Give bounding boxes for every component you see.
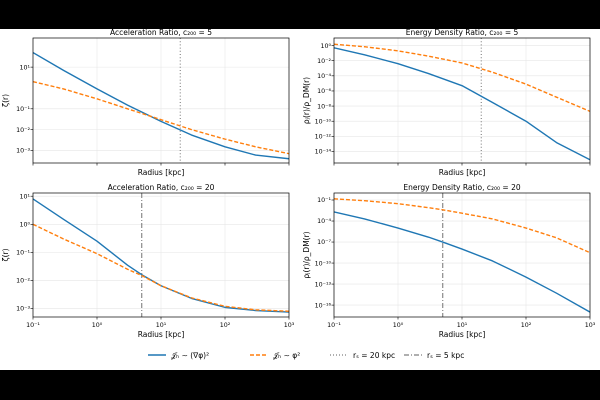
y-tick-label: 10¹ (19, 193, 30, 200)
y-tick-label: 10⁻¹ (16, 106, 30, 113)
legend: 𝒥ₕ ∼ (∇φ)² 𝒥ₕ ∼ φ² rₛ = 20 kpc rₛ = 5 kp… (148, 351, 464, 360)
plot-area (334, 193, 590, 317)
x-tick-label: 10¹ (457, 322, 468, 329)
axes-frame (32, 192, 290, 318)
y-tick-label: 10⁻² (317, 58, 331, 65)
axes-frame (333, 37, 591, 164)
series-line-dashed (33, 223, 289, 312)
x-axis-label: Radius [kpc] (439, 330, 486, 339)
legend-label-1: 𝒥ₕ ∼ (∇φ)² (171, 351, 209, 360)
chart-title: Energy Density Ratio, c₂₀₀ = 20 (403, 183, 521, 192)
y-tick-label: 10⁻¹⁰ (315, 260, 332, 267)
series-line-solid (33, 198, 289, 313)
series-line-dashed (33, 81, 289, 155)
y-tick-label: 10⁻¹³ (315, 281, 332, 288)
figure: 10⁻³ 10⁻² 10⁻¹ 10¹ Acceleration Ratio, c₂₀₀ … (0, 29, 600, 370)
chart-panel-1: 10⁻³ 10⁻² 10⁻¹ 10¹ Acceleration Ratio, c₂₀₀ … (1, 29, 290, 177)
x-tick-label: 10⁰ (92, 322, 103, 329)
y-tick-label: 10⁻⁴ (317, 73, 331, 80)
series-line-solid (334, 211, 590, 313)
series-line-dashed (334, 198, 590, 254)
y-tick-label: 10⁻¹² (315, 134, 332, 141)
y-tick-label: 10⁻⁷ (317, 239, 331, 246)
x-tick-label: 10⁰ (393, 322, 404, 329)
legend-label-2: 𝒥ₕ ∼ φ² (273, 351, 300, 360)
series-line-solid (334, 47, 590, 161)
y-tick-label: 10¹ (19, 64, 30, 71)
chart-panel-2: 10⁰ 10⁻² 10⁻⁴ 10⁻⁶ 10⁻⁸ 10⁻¹⁰ 10⁻¹² 10⁻¹⁴ Energy… (302, 29, 591, 177)
x-tick-label: 10³ (284, 322, 295, 329)
y-axis-label: ζ(r) (1, 248, 10, 261)
legend-label-4: rₛ = 5 kpc (427, 351, 464, 360)
y-axis-label: ρⱼ(r)/ρ_DM(r) (302, 231, 311, 278)
x-axis-label: Radius [kpc] (439, 168, 486, 177)
x-tick-label: 10² (220, 322, 231, 329)
chart-title: Acceleration Ratio, c₂₀₀ = 20 (108, 183, 215, 192)
chart-title: Energy Density Ratio, c₂₀₀ = 5 (406, 29, 519, 37)
y-tick-label: 10⁻³ (16, 306, 30, 313)
x-tick-label: 10² (521, 322, 532, 329)
figure-canvas: 10⁻³ 10⁻² 10⁻¹ 10¹ Acceleration Ratio, c₂₀₀ … (1, 29, 596, 360)
y-tick-label: 10⁻¹⁴ (315, 149, 332, 156)
y-tick-label: 10⁰ (320, 43, 331, 50)
y-axis-label: ρⱼ(r)/ρ_DM(r) (302, 77, 311, 124)
x-axis-label: Radius [kpc] (138, 330, 185, 339)
y-tick-label: 10⁻² (16, 278, 30, 285)
y-tick-label: 10⁻¹ (16, 250, 30, 257)
plot-area (33, 38, 289, 163)
series-line-solid (33, 51, 289, 160)
x-tick-label: 10³ (585, 322, 596, 329)
y-tick-label: 10⁰ (19, 221, 30, 228)
chart-panel-3: 10¹ 10⁰ 10⁻¹ 10⁻² 10⁻³ 10⁻¹ 10⁰ 10¹ 10² 10³ Accele… (1, 183, 295, 339)
y-tick-label: 10⁻² (16, 127, 30, 134)
chart-title: Acceleration Ratio, c₂₀₀ = 5 (110, 29, 212, 37)
x-axis-label: Radius [kpc] (138, 168, 185, 177)
y-axis-label: ζ(r) (1, 94, 10, 107)
axes-frame (333, 192, 591, 318)
axes-frame (32, 37, 290, 164)
x-tick-label: 10⁻¹ (327, 322, 341, 329)
legend-label-3: rₛ = 20 kpc (353, 351, 395, 360)
chart-panel-4: 10⁻¹ 10⁻⁴ 10⁻⁷ 10⁻¹⁰ 10⁻¹³ 10⁻¹⁶ 10⁻¹ 10⁰ 10¹ 10²… (302, 183, 596, 339)
plot-area (33, 193, 289, 317)
x-tick-label: 10⁻¹ (26, 322, 40, 329)
y-tick-label: 10⁻¹⁶ (315, 302, 332, 309)
y-tick-label: 10⁻³ (16, 148, 30, 155)
y-tick-label: 10⁻¹ (317, 197, 331, 204)
x-tick-label: 10¹ (156, 322, 167, 329)
y-tick-label: 10⁻⁸ (317, 103, 331, 110)
plot-area (334, 38, 590, 163)
series-line-dashed (334, 43, 590, 113)
y-tick-label: 10⁻¹⁰ (315, 118, 332, 125)
y-tick-label: 10⁻⁴ (317, 218, 331, 225)
y-tick-label: 10⁻⁶ (317, 88, 331, 95)
